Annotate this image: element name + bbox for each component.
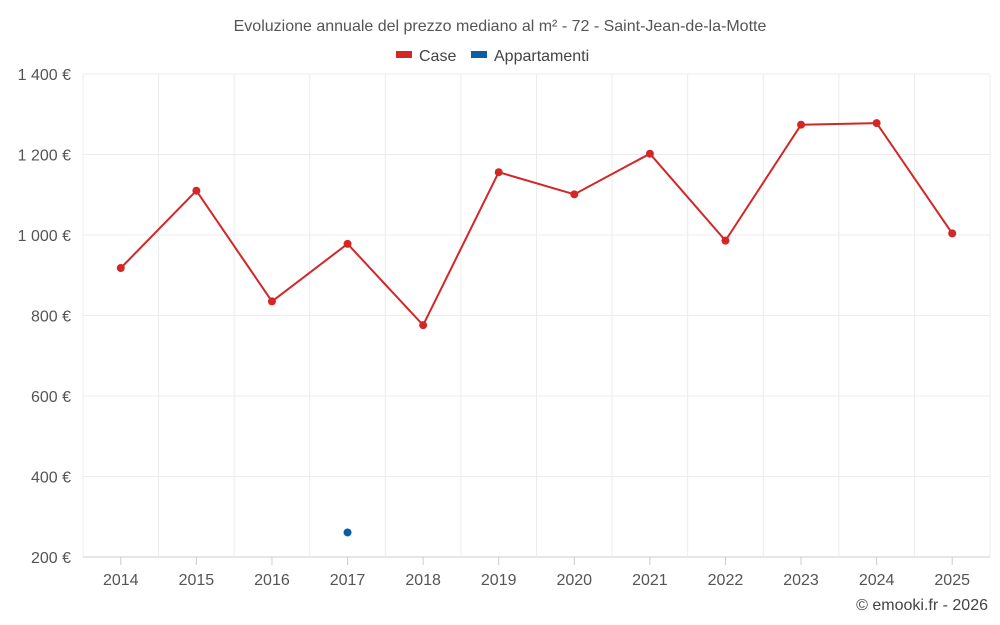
grid xyxy=(82,73,991,558)
x-tick-label: 2015 xyxy=(179,572,215,589)
y-tick-label: 600 € xyxy=(31,389,71,406)
series-line-case xyxy=(120,122,954,327)
data-point-case-2025[interactable] xyxy=(948,229,957,238)
x-tick-label: 2017 xyxy=(330,572,366,589)
legend-swatch-case xyxy=(396,51,412,58)
y-tick-label: 1 400 € xyxy=(18,67,71,84)
data-point-case-2020[interactable] xyxy=(570,190,579,199)
data-point-case-2018[interactable] xyxy=(419,321,428,330)
x-tick-label: 2025 xyxy=(934,572,970,589)
y-tick-label: 400 € xyxy=(31,470,71,487)
legend: Case Appartamenti xyxy=(396,48,589,65)
data-point-case-2019[interactable] xyxy=(494,168,503,177)
data-point-appartamenti-2017[interactable] xyxy=(343,528,352,537)
data-point-case-2017[interactable] xyxy=(343,239,352,248)
legend-item-case[interactable]: Case xyxy=(396,48,456,65)
y-axis: 1 400 € 1 200 € 1 000 € 800 € 600 € 400 € 200 … xyxy=(18,67,71,567)
x-tick-label: 2014 xyxy=(103,572,139,589)
legend-item-appartamenti[interactable]: Appartamenti xyxy=(471,48,589,65)
legend-label-case: Case xyxy=(419,48,456,65)
data-point-case-2022[interactable] xyxy=(721,236,730,245)
data-point-case-2024[interactable] xyxy=(872,119,881,128)
x-tick-label: 2020 xyxy=(556,572,592,589)
x-tick-label: 2016 xyxy=(254,572,290,589)
x-tick-label: 2019 xyxy=(481,572,517,589)
data-point-case-2014[interactable] xyxy=(116,264,125,273)
data-point-case-2023[interactable] xyxy=(797,120,806,129)
x-axis: 2014 2015 2016 2017 2018 2019 2020 2021 2022 2023… xyxy=(103,557,970,589)
data-point-case-2016[interactable] xyxy=(267,297,276,306)
x-tick-label: 2018 xyxy=(405,572,441,589)
x-tick-label: 2023 xyxy=(783,572,819,589)
plot-area xyxy=(116,119,957,537)
chart-title: Evoluzione annuale del prezzo mediano al… xyxy=(234,18,767,35)
x-tick-label: 2021 xyxy=(632,572,668,589)
data-point-case-2015[interactable] xyxy=(192,186,201,195)
legend-label-appartamenti: Appartamenti xyxy=(494,48,589,65)
y-tick-label: 1 200 € xyxy=(18,148,71,165)
y-tick-label: 800 € xyxy=(31,309,71,326)
x-tick-label: 2022 xyxy=(708,572,744,589)
y-tick-label: 200 € xyxy=(31,550,71,567)
credit-text: © emooki.fr - 2026 xyxy=(856,597,988,614)
data-point-case-2021[interactable] xyxy=(645,149,654,158)
legend-swatch-appartamenti xyxy=(471,51,487,58)
y-tick-label: 1 000 € xyxy=(18,228,71,245)
x-tick-label: 2024 xyxy=(859,572,895,589)
